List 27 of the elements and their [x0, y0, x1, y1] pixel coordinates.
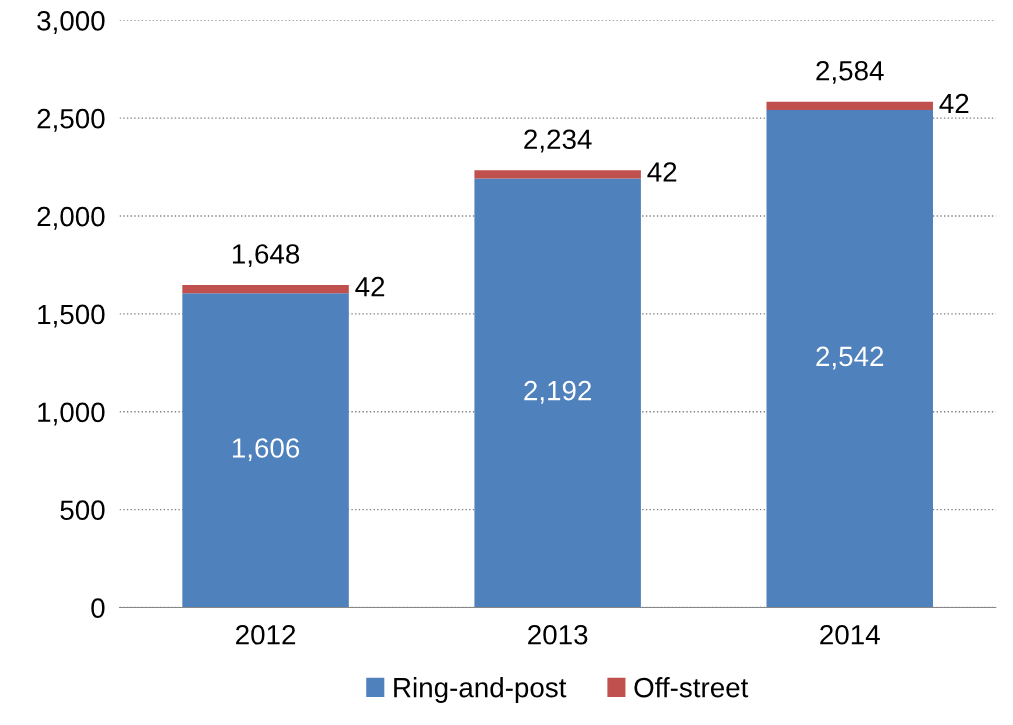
data-label: 2,542 [816, 346, 884, 370]
bar [474, 178, 641, 608]
data-label: 2,192 [524, 380, 592, 404]
y-tick-label: 0 [91, 598, 105, 618]
total-label: 2,584 [816, 60, 884, 84]
x-tick-label: 2014 [820, 624, 880, 645]
bar [474, 170, 641, 179]
y-tick-label: 2,500 [37, 108, 105, 132]
y-tick-label: 1,500 [38, 304, 105, 328]
x-tick-label: 2012 [236, 624, 296, 645]
total-label: 1,648 [232, 244, 300, 268]
bar [766, 109, 933, 608]
total-label: 2,234 [524, 129, 592, 153]
legend-label: Off-street [634, 677, 749, 698]
bar [766, 101, 933, 110]
x-tick-label: 2013 [528, 624, 588, 645]
y-tick-label: 2,000 [37, 206, 105, 230]
data-label: 42 [647, 162, 677, 182]
data-label: 1,606 [232, 438, 300, 462]
legend-label: Ring-and-post [394, 677, 567, 703]
y-tick-label: 3,000 [37, 10, 105, 34]
data-label: 42 [939, 93, 969, 114]
bar [182, 293, 349, 608]
bar [182, 284, 349, 294]
y-tick-label: 1,000 [38, 402, 105, 426]
y-tick-label: 500 [60, 500, 105, 521]
data-label: 42 [355, 276, 385, 297]
